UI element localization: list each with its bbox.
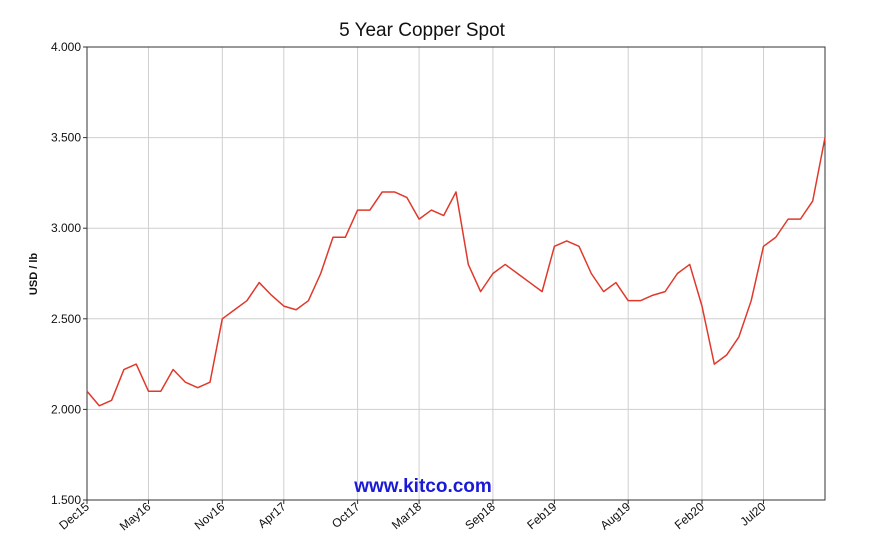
y-tick-label: 2.500: [51, 312, 81, 326]
y-tick-label: 4.000: [51, 40, 81, 54]
watermark: www.kitco.com: [353, 476, 492, 497]
y-tick-label: 3.500: [51, 131, 81, 145]
y-tick-label: 2.000: [51, 402, 81, 416]
y-tick-label: 1.500: [51, 493, 81, 507]
y-tick-label: 3.000: [51, 221, 81, 235]
chart-title: 5 Year Copper Spot: [339, 20, 506, 41]
y-axis-label: USD / lb: [28, 253, 40, 295]
plot-border: [86, 46, 826, 501]
price-line: [86, 137, 826, 407]
